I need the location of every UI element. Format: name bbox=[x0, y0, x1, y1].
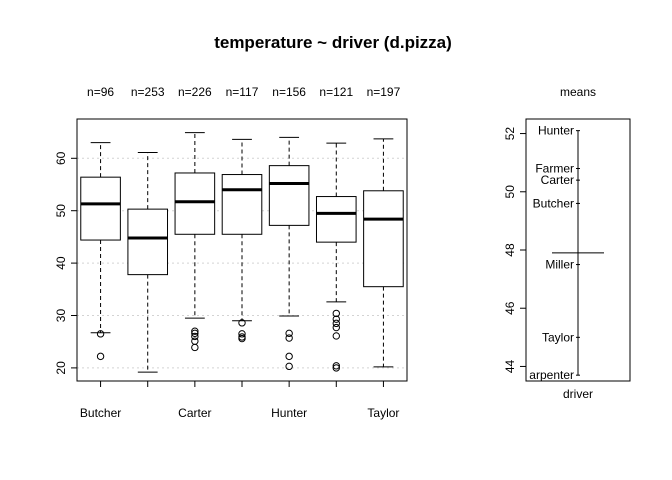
count-label-2: n=226 bbox=[178, 85, 212, 99]
means-y-tick-label-48: 48 bbox=[503, 243, 517, 257]
outlier-5 bbox=[332, 362, 340, 370]
count-label-0: n=96 bbox=[87, 85, 114, 99]
left-x-axis: Butcher Carter Hunter Taylor bbox=[80, 381, 399, 420]
x-tick-label-carter: Carter bbox=[178, 406, 211, 420]
box-carpenter bbox=[127, 152, 169, 373]
means-y-tick-label-50: 50 bbox=[503, 185, 517, 199]
outlier-0 bbox=[191, 327, 199, 335]
outlier-3 bbox=[238, 334, 246, 343]
outlier-0 bbox=[285, 329, 293, 338]
box-butcher bbox=[80, 142, 121, 361]
box-body bbox=[80, 176, 121, 241]
outlier-6 bbox=[332, 364, 340, 372]
y-tick-label-60: 60 bbox=[54, 151, 68, 165]
left-y-axis: 20 30 40 50 60 bbox=[54, 151, 77, 375]
box-carter bbox=[174, 132, 216, 352]
chart-title: temperature ~ driver (d.pizza) bbox=[214, 33, 452, 52]
outlier-0 bbox=[238, 319, 246, 327]
outlier-4 bbox=[332, 332, 340, 340]
means-title: means bbox=[560, 85, 596, 99]
means-x-label: driver bbox=[563, 387, 593, 401]
mean-label-butcher: Butcher bbox=[533, 196, 574, 210]
mean-label-miller: Miller bbox=[545, 258, 574, 272]
outlier-3 bbox=[285, 362, 293, 371]
outlier-0 bbox=[332, 309, 340, 318]
y-tick-label-50: 50 bbox=[54, 204, 68, 218]
mean-label-hunter: Hunter bbox=[538, 124, 574, 138]
mean-label-farmer: Farmer bbox=[535, 161, 574, 175]
outlier-3 bbox=[332, 323, 340, 332]
x-tick-label-taylor: Taylor bbox=[367, 406, 399, 420]
x-tick-label-hunter: Hunter bbox=[271, 406, 307, 420]
mean-label-arpenter: arpenter bbox=[529, 368, 574, 382]
outlier-0 bbox=[96, 330, 105, 338]
count-label-3: n=117 bbox=[226, 85, 259, 99]
box-body bbox=[315, 196, 357, 243]
box-miller bbox=[315, 142, 357, 372]
box-body bbox=[363, 190, 404, 288]
means-y-tick-label-52: 52 bbox=[503, 127, 517, 141]
mean-label-taylor: Taylor bbox=[542, 330, 574, 344]
outlier-1 bbox=[285, 334, 293, 342]
left-count-labels: n=96 n=253 n=226 n=117 n=156 n=121 n=197 bbox=[87, 85, 401, 99]
outlier-1 bbox=[332, 315, 340, 323]
box-body bbox=[221, 174, 263, 235]
outlier-1 bbox=[238, 330, 246, 338]
box-taylor bbox=[363, 138, 404, 368]
count-label-5: n=121 bbox=[319, 85, 353, 99]
outlier-2 bbox=[191, 332, 199, 341]
y-tick-label-20: 20 bbox=[54, 361, 68, 375]
box-hunter bbox=[268, 136, 310, 371]
right-y-axis: 44 46 48 50 52 bbox=[503, 127, 526, 373]
x-tick-label-butcher: Butcher bbox=[80, 406, 121, 420]
means-y-tick-label-44: 44 bbox=[503, 359, 517, 373]
mean-label-carter: Carter bbox=[541, 173, 574, 187]
outlier-2 bbox=[332, 319, 340, 328]
outlier-2 bbox=[285, 352, 293, 361]
outlier-1 bbox=[96, 352, 105, 361]
box-farmer bbox=[221, 138, 263, 343]
box-body bbox=[174, 172, 216, 235]
outlier-1 bbox=[191, 329, 199, 338]
count-label-1: n=253 bbox=[131, 85, 165, 99]
count-label-4: n=156 bbox=[272, 85, 306, 99]
left-boxplots bbox=[80, 132, 404, 373]
box-body bbox=[268, 165, 310, 226]
means-y-tick-label-46: 46 bbox=[503, 301, 517, 315]
outlier-3 bbox=[191, 337, 199, 345]
y-tick-label-40: 40 bbox=[54, 256, 68, 270]
box-body bbox=[127, 208, 169, 276]
count-label-6: n=197 bbox=[367, 85, 401, 99]
outlier-4 bbox=[191, 343, 199, 352]
y-tick-label-30: 30 bbox=[54, 309, 68, 323]
